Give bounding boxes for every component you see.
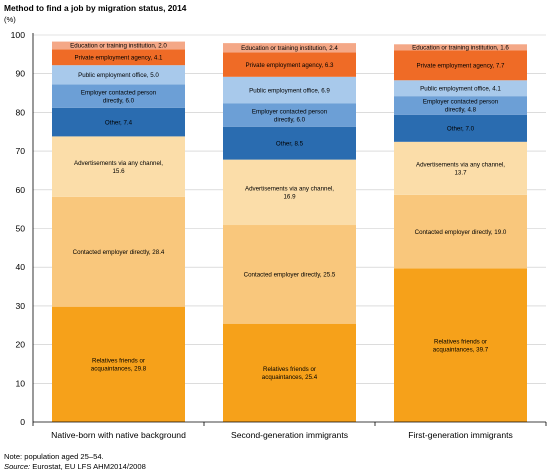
y-tick-label: 40 [15,262,25,272]
y-tick-label: 30 [15,301,25,311]
bar-segment [52,41,185,50]
bar-segment [223,159,356,226]
data-label: Education or training institution, 2.4 [241,45,338,52]
data-label: Employer contacted person directly, 6.0 [252,108,328,123]
data-label: Advertisements via any channel, 15.6 [74,160,163,175]
data-label: Contacted employer directly, 25.5 [244,272,336,279]
data-label: Contacted employer directly, 28.4 [73,249,165,256]
data-label: Education or training institution, 1.6 [412,45,509,52]
bar-segment [52,196,185,307]
x-category-label: First-generation immigrants [408,430,513,440]
bar-segment [394,268,527,422]
bar-segment [52,65,185,85]
source-text: Eurostat, EU LFS AHM2014/2008 [32,462,146,471]
data-label: Public employment office, 6.9 [249,87,330,94]
y-tick-label: 10 [15,378,25,388]
data-label: Private employment agency, 6.3 [246,62,334,69]
data-label: Relatives friends or acquaintances, 29.8 [91,358,147,373]
y-axis-ticks: 0 10 20 30 40 50 60 70 80 90 100 [11,30,26,427]
data-label: Contacted employer directly, 19.0 [415,229,507,236]
data-label: Other, 7.4 [105,119,133,126]
bar-segment [394,80,527,97]
bar-segment [394,114,527,142]
note: Note: population aged 25–54. [4,452,104,461]
data-label: Private employment agency, 7.7 [417,63,505,70]
data-label: Employer contacted person directly, 6.0 [81,89,157,104]
bar-segment [394,96,527,115]
bar-segment [223,323,356,422]
y-tick-label: 100 [11,30,26,40]
data-label: Employer contacted person directly, 4.8 [423,99,499,114]
data-label: Advertisements via any channel, 16.9 [245,186,334,201]
bar-segment [223,225,356,324]
bar-segment [394,44,527,51]
y-axis-unit: (%) [4,15,16,24]
source-label: Source: [4,462,31,471]
data-label: Relatives friends or acquaintances, 25.4 [262,366,318,381]
bar-segment [52,107,185,137]
bars: Relatives friends or acquaintances, 29.8 C… [52,41,527,422]
y-tick-label: 80 [15,107,25,117]
x-category-label: Second-generation immigrants [231,430,348,440]
source-line: Source: Eurostat, EU LFS AHM2014/2008 [4,462,146,471]
y-tick-label: 70 [15,146,25,156]
bar-segment [223,76,356,104]
bar-segment [223,52,356,77]
bar-segment [223,103,356,127]
bar-segment [52,84,185,108]
axes [32,33,547,426]
data-label: Public employment office, 5.0 [78,72,159,79]
data-label: Education or training institution, 2.0 [70,43,167,50]
bar-segment [223,43,356,53]
bar-segment [394,141,527,195]
data-label: Relatives friends or acquaintances, 39.7 [433,338,489,353]
chart-title: Method to find a job by migration status… [4,3,187,13]
y-tick-label: 0 [20,417,25,427]
x-axis-categories: Native-born with native background Second… [51,430,513,440]
y-tick-label: 90 [15,69,25,79]
bar-segment [52,136,185,197]
y-tick-label: 50 [15,224,25,234]
data-label: Other, 8.5 [276,140,304,147]
x-category-label: Native-born with native background [51,430,186,440]
y-tick-label: 20 [15,340,25,350]
bar-segment [52,49,185,66]
bar-segment [394,194,527,269]
data-label: Private employment agency, 4.1 [75,54,163,61]
data-label: Advertisements via any channel, 13.7 [416,162,505,177]
data-label: Other, 7.0 [447,125,475,132]
y-tick-label: 60 [15,185,25,195]
bar-segment [52,306,185,422]
bar-segment [394,50,527,81]
bar-segment [223,126,356,160]
data-label: Public employment office, 4.1 [420,85,501,92]
